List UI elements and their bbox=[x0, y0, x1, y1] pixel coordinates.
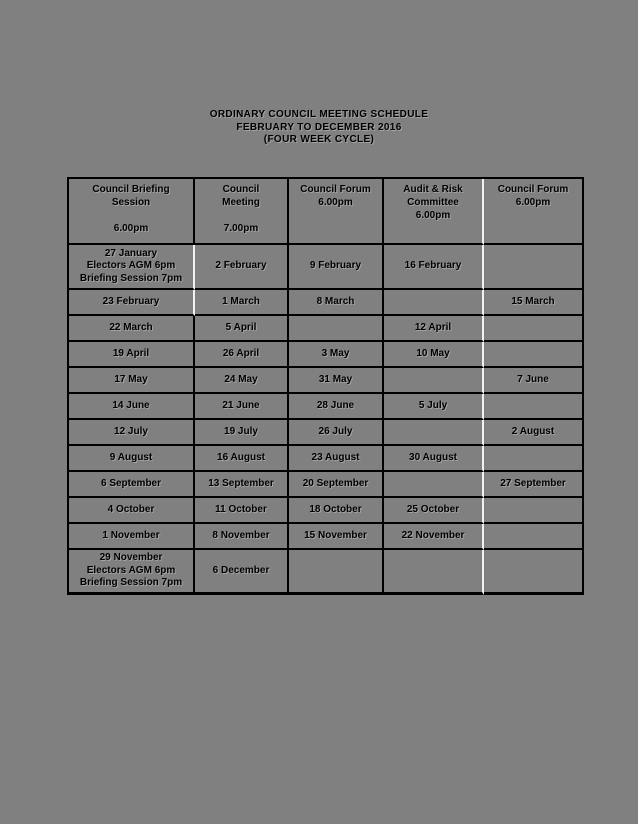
table-row: 27 January Electors AGM 6pm Briefing Ses… bbox=[69, 245, 584, 290]
table-cell bbox=[484, 245, 584, 290]
table-cell: 8 November bbox=[195, 524, 289, 550]
table-cell bbox=[384, 420, 484, 446]
table-cell: 22 November bbox=[384, 524, 484, 550]
table-row: 4 October 11 October 18 October 25 October bbox=[69, 498, 584, 524]
table-cell: 14 June bbox=[69, 394, 195, 420]
table-cell: 6 September bbox=[69, 472, 195, 498]
column-header-3: Council Forum 6.00pm bbox=[289, 179, 384, 245]
table-cell bbox=[289, 316, 384, 342]
table-cell: 13 September bbox=[195, 472, 289, 498]
table-cell: 19 April bbox=[69, 342, 195, 368]
document-title: ORDINARY COUNCIL MEETING SCHEDULE FEBRUA… bbox=[0, 109, 638, 147]
table-cell: 6 December bbox=[195, 550, 289, 595]
table-cell bbox=[484, 342, 584, 368]
table-cell: 25 October bbox=[384, 498, 484, 524]
table-cell: 7 June bbox=[484, 368, 584, 394]
table-cell: 26 April bbox=[195, 342, 289, 368]
table-cell: 16 August bbox=[195, 446, 289, 472]
table-cell: 2 February bbox=[195, 245, 289, 290]
table-cell bbox=[484, 394, 584, 420]
table-cell: 15 November bbox=[289, 524, 384, 550]
table-row: 9 August 16 August 23 August 30 August bbox=[69, 446, 584, 472]
table-cell: 29 November Electors AGM 6pm Briefing Se… bbox=[69, 550, 195, 595]
table-cell: 30 August bbox=[384, 446, 484, 472]
table-cell: 1 March bbox=[195, 290, 289, 316]
column-header-1: Council Briefing Session 6.00pm bbox=[69, 179, 195, 245]
column-header-5: Council Forum 6.00pm bbox=[484, 179, 584, 245]
title-line-2: FEBRUARY TO DECEMBER 2016 bbox=[236, 121, 402, 133]
table-cell: 22 March bbox=[69, 316, 195, 342]
table-cell: 27 January Electors AGM 6pm Briefing Ses… bbox=[69, 245, 195, 290]
table-header-row: Council Briefing Session 6.00pm Council M… bbox=[69, 179, 584, 245]
column-header-4: Audit & Risk Committee 6.00pm bbox=[384, 179, 484, 245]
table-cell: 4 October bbox=[69, 498, 195, 524]
table-cell: 9 August bbox=[69, 446, 195, 472]
table-cell: 1 November bbox=[69, 524, 195, 550]
table-cell: 24 May bbox=[195, 368, 289, 394]
table-row: 17 May 24 May 31 May 7 June bbox=[69, 368, 584, 394]
table-cell: 5 April bbox=[195, 316, 289, 342]
table-cell: 15 March bbox=[484, 290, 584, 316]
table-cell: 28 June bbox=[289, 394, 384, 420]
table-cell bbox=[384, 550, 484, 595]
table-cell bbox=[484, 316, 584, 342]
table-cell: 26 July bbox=[289, 420, 384, 446]
table-cell: 12 July bbox=[69, 420, 195, 446]
table-cell: 2 August bbox=[484, 420, 584, 446]
table-cell: 18 October bbox=[289, 498, 384, 524]
table-cell: 27 September bbox=[484, 472, 584, 498]
table-row: 23 February 1 March 8 March 15 March bbox=[69, 290, 584, 316]
table-cell: 12 April bbox=[384, 316, 484, 342]
meeting-schedule-table: Council Briefing Session 6.00pm Council M… bbox=[67, 177, 584, 595]
table-row: 19 April 26 April 3 May 10 May bbox=[69, 342, 584, 368]
title-line-1: ORDINARY COUNCIL MEETING SCHEDULE bbox=[209, 109, 429, 120]
table-cell: 21 June bbox=[195, 394, 289, 420]
table-cell: 8 March bbox=[289, 290, 384, 316]
table-cell: 19 July bbox=[195, 420, 289, 446]
table-cell: 3 May bbox=[289, 342, 384, 368]
table-cell bbox=[484, 498, 584, 524]
table-cell: 5 July bbox=[384, 394, 484, 420]
table-row: 22 March 5 April 12 April bbox=[69, 316, 584, 342]
table-row: 14 June 21 June 28 June 5 July bbox=[69, 394, 584, 420]
table-cell: 23 August bbox=[289, 446, 384, 472]
table-cell bbox=[384, 368, 484, 394]
table-cell: 10 May bbox=[384, 342, 484, 368]
table-cell: 17 May bbox=[69, 368, 195, 394]
table-cell bbox=[484, 446, 584, 472]
table-row: 1 November 8 November 15 November 22 Novemb… bbox=[69, 524, 584, 550]
table-cell bbox=[289, 550, 384, 595]
table-cell: 31 May bbox=[289, 368, 384, 394]
table-cell bbox=[484, 524, 584, 550]
column-header-2: Council Meeting 7.00pm bbox=[195, 179, 289, 245]
table-row: 29 November Electors AGM 6pm Briefing Se… bbox=[69, 550, 584, 595]
table-cell: 9 February bbox=[289, 245, 384, 290]
table-cell: 16 February bbox=[384, 245, 484, 290]
table-row: 6 September 13 September 20 September 27 Se… bbox=[69, 472, 584, 498]
table-cell: 23 February bbox=[69, 290, 195, 316]
table-cell bbox=[384, 472, 484, 498]
table-cell bbox=[384, 290, 484, 316]
table-cell: 20 September bbox=[289, 472, 384, 498]
table-cell: 11 October bbox=[195, 498, 289, 524]
table-row: 12 July 19 July 26 July 2 August bbox=[69, 420, 584, 446]
title-line-3: (FOUR WEEK CYCLE) bbox=[263, 134, 375, 145]
table-cell bbox=[484, 550, 584, 595]
